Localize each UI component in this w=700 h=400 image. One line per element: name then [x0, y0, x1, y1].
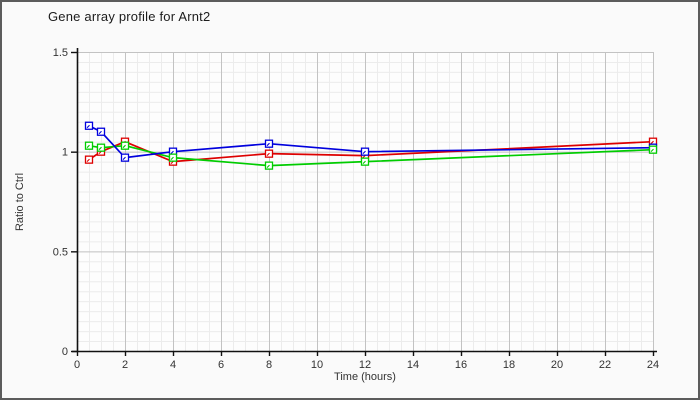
series-green-marker-dot: [650, 148, 654, 153]
series-blue-marker-dot: [86, 124, 90, 129]
y-tick-label: 1.5: [53, 47, 68, 59]
x-axis-title: Time (hours): [2, 371, 698, 383]
chart-title: Gene array profile for Arnt2: [48, 9, 211, 24]
series-blue-marker-dot: [362, 150, 366, 155]
x-tick-label: 6: [218, 359, 224, 371]
y-tick-label: 0: [62, 346, 68, 358]
x-tick-label: 2: [122, 359, 128, 371]
series-green-marker-dot: [266, 164, 270, 169]
series-red-marker-dot: [266, 152, 270, 157]
series-blue-marker-dot: [170, 150, 174, 155]
series-green-marker-dot: [122, 144, 126, 149]
y-tick-label: 1: [62, 147, 68, 159]
series-green-marker-dot: [362, 160, 366, 165]
series-red-marker-dot: [650, 140, 654, 145]
x-tick-label: 4: [170, 359, 176, 371]
x-tick-label: 18: [503, 359, 515, 371]
x-tick-label: 0: [74, 359, 80, 371]
x-tick-label: 20: [551, 359, 563, 371]
y-axis-title: Ratio to Ctrl: [14, 172, 26, 232]
series-green-marker-dot: [86, 144, 90, 149]
x-tick-label: 16: [455, 359, 467, 371]
x-tick-label: 24: [647, 359, 659, 371]
series-blue-marker-dot: [266, 142, 270, 147]
series-blue-marker-dot: [98, 130, 102, 135]
y-tick-label: 0.5: [53, 246, 68, 258]
x-tick-label: 10: [311, 359, 323, 371]
x-tick-label: 12: [359, 359, 371, 371]
series-green-marker-dot: [98, 146, 102, 151]
series-green-marker-dot: [170, 156, 174, 161]
x-axis-title-text: Time (hours): [334, 371, 396, 383]
x-tick-label: 22: [599, 359, 611, 371]
series-red-marker-dot: [86, 158, 90, 163]
x-tick-label: 14: [407, 359, 419, 371]
x-tick-label: 8: [266, 359, 272, 371]
series-blue-marker-dot: [122, 156, 126, 161]
